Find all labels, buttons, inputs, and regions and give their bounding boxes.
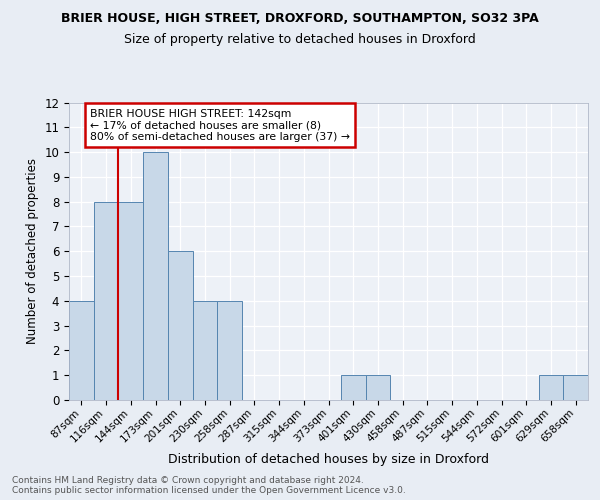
Bar (341, 375, 365, 400)
X-axis label: Distribution of detached houses by size in Droxford: Distribution of detached houses by size … (168, 453, 489, 466)
Text: BRIER HOUSE HIGH STREET: 142sqm
← 17% of detached houses are smaller (8)
80% of : BRIER HOUSE HIGH STREET: 142sqm ← 17% of… (90, 108, 350, 142)
Bar (193, 301, 217, 400)
Bar (365, 375, 390, 400)
Text: Size of property relative to detached houses in Droxford: Size of property relative to detached ho… (124, 32, 476, 46)
Bar (539, 375, 563, 400)
Bar (118, 202, 143, 400)
Bar (217, 301, 242, 400)
Y-axis label: Number of detached properties: Number of detached properties (26, 158, 39, 344)
Bar (94, 202, 118, 400)
Text: BRIER HOUSE, HIGH STREET, DROXFORD, SOUTHAMPTON, SO32 3PA: BRIER HOUSE, HIGH STREET, DROXFORD, SOUT… (61, 12, 539, 26)
Text: Contains HM Land Registry data © Crown copyright and database right 2024.
Contai: Contains HM Land Registry data © Crown c… (12, 476, 406, 495)
Bar (69, 301, 94, 400)
Bar (563, 375, 588, 400)
Bar (168, 252, 193, 400)
Bar (143, 152, 168, 400)
